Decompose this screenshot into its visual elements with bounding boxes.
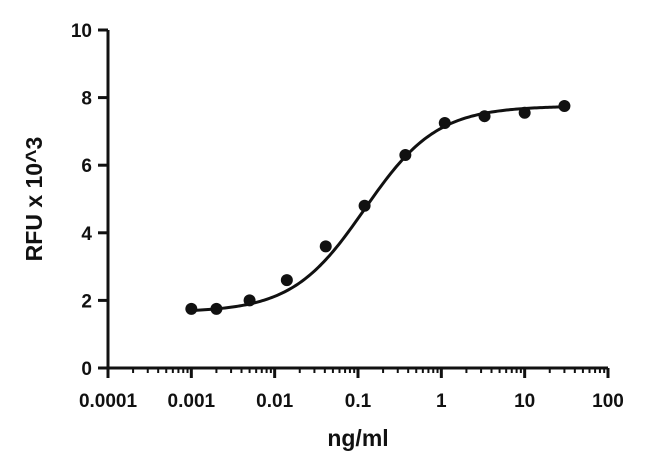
- data-points: [185, 100, 571, 315]
- y-tick-label: 2: [81, 291, 92, 312]
- x-tick-label: 0.001: [168, 391, 216, 412]
- fit-curve: [191, 105, 565, 313]
- data-point: [319, 240, 332, 253]
- data-point: [558, 100, 571, 113]
- y-tick-label: 0: [81, 359, 92, 380]
- y-ticks: 0 2 4 6 8 10: [71, 21, 108, 380]
- data-point: [478, 110, 491, 123]
- x-tick-label: 100: [592, 391, 624, 412]
- x-axis-title: ng/ml: [327, 425, 388, 451]
- data-point: [243, 294, 256, 307]
- y-tick-label: 4: [81, 224, 92, 245]
- x-tick-label: 0.0001: [79, 391, 138, 412]
- x-tick-label: 0.01: [256, 391, 293, 412]
- data-point: [210, 302, 223, 315]
- y-tick-label: 8: [81, 89, 92, 110]
- data-point: [518, 106, 531, 119]
- y-tick-label: 6: [81, 156, 92, 177]
- x-ticks: 0.0001 0.001 0.01 0.1 1 10 100: [79, 368, 624, 412]
- x-tick-label: 0.1: [345, 391, 372, 412]
- y-axis: 0 2 4 6 8 10: [71, 21, 110, 380]
- data-point: [358, 199, 371, 212]
- data-point: [399, 149, 412, 162]
- y-axis-title: RFU x 10^3: [21, 137, 47, 262]
- x-tick-label: 1: [436, 391, 447, 412]
- data-point: [185, 302, 198, 315]
- data-point: [280, 274, 293, 287]
- data-point: [438, 116, 451, 129]
- x-tick-label: 10: [514, 391, 535, 412]
- x-axis: 0.0001 0.001 0.01 0.1 1 10 100: [79, 366, 624, 412]
- y-tick-label: 10: [71, 21, 92, 42]
